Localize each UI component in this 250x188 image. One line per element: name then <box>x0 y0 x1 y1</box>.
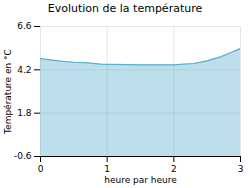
svg-text:heure par heure: heure par heure <box>104 175 177 185</box>
svg-text:3: 3 <box>238 164 244 174</box>
svg-text:1.8: 1.8 <box>17 108 32 118</box>
svg-text:-0.6: -0.6 <box>14 151 32 161</box>
svg-text:4.2: 4.2 <box>17 65 31 75</box>
svg-text:2: 2 <box>171 164 177 174</box>
svg-text:1: 1 <box>104 164 110 174</box>
html-text:Evolution de la température: Evolution de la température <box>47 2 203 15</box>
svg-text:0: 0 <box>38 164 44 174</box>
svg-text:6.6: 6.6 <box>17 21 32 31</box>
svg-text:Température en °C: Température en °C <box>3 49 13 135</box>
